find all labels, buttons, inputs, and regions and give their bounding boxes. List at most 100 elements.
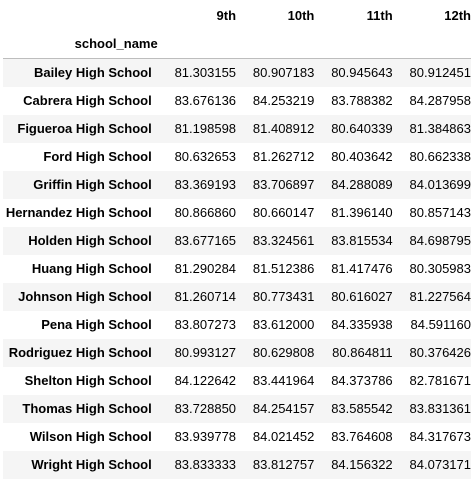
table-cell-9th: 80.993127: [174, 345, 237, 360]
table-cell-10th: 81.408912: [252, 121, 315, 136]
table-cell-9th: 81.303155: [157, 58, 237, 87]
table-cell-9th: 83.728850: [174, 401, 237, 416]
table-cell-12th: 84.591160: [410, 317, 471, 332]
table-row: Rodriguez High School 80.993127 80.629808 8…: [3, 339, 471, 367]
row-label-school-name: Bailey High School: [3, 58, 158, 87]
table-row: Thomas High School 83.728850 84.254157 83.5…: [3, 395, 471, 423]
index-row-blank: [314, 30, 392, 59]
table-cell-11th: 84.156322: [331, 457, 393, 472]
table-row: Wright High School 83.833333 83.812757 84.1…: [3, 451, 471, 479]
table-row: Shelton High School 84.122642 83.441964 84.…: [3, 367, 471, 395]
table-cell-9th: 83.677165: [174, 233, 237, 248]
index-row-blank: [236, 30, 314, 59]
table-cell-11th: 80.864811: [332, 345, 393, 360]
table-row: Pena High School 83.807273 83.612000 84.335…: [3, 311, 471, 339]
table-cell-12th: 83.831361: [409, 401, 471, 416]
row-label-school-name: Griffin High School: [33, 177, 152, 192]
dataframe-table: 9th 10th 11th 12th school_name Bailey Hi…: [3, 2, 471, 479]
table-cell-10th: 81.262712: [252, 149, 315, 164]
row-label-school-name: Holden High School: [28, 233, 152, 248]
table-cell-10th: 80.660147: [252, 205, 315, 220]
table-cell-11th: 83.764608: [331, 429, 393, 444]
table-row: Cabrera High School 83.676136 84.253219 83.…: [3, 87, 471, 115]
table-cell-9th: 81.260714: [174, 289, 237, 304]
table-cell-9th: 83.939778: [174, 429, 237, 444]
index-name-label: school_name: [74, 36, 158, 51]
row-label-school-name: Johnson High School: [18, 289, 152, 304]
row-label-school-name: Ford High School: [43, 149, 152, 164]
column-header-11th: 11th: [366, 8, 393, 23]
table-cell-12th: 80.376426: [409, 345, 471, 360]
row-label-school-name: Hernandez High School: [5, 205, 152, 220]
table-cell-10th: 83.441964: [252, 373, 315, 388]
table-row: Huang High School 81.290284 81.512386 81.41…: [3, 255, 471, 283]
table-cell-10th: 84.254157: [252, 401, 315, 416]
table-cell-9th: 80.866860: [174, 205, 237, 220]
table-cell-10th: 83.812757: [252, 457, 315, 472]
table-row: Figueroa High School 81.198598 81.408912 80…: [3, 115, 471, 143]
row-label-school-name: Figueroa High School: [17, 121, 152, 136]
table-row: Holden High School 83.677165 83.324561 83.8…: [3, 227, 471, 255]
table-cell-12th: 80.662338: [409, 149, 471, 164]
table-cell-10th: 80.773431: [252, 289, 315, 304]
table-body: Bailey High School 81.303155 80.907183 80.9…: [3, 58, 471, 479]
table-cell-11th: 80.616027: [331, 289, 393, 304]
row-label-school-name: Shelton High School: [24, 373, 152, 388]
index-row-blank: [393, 30, 471, 59]
table-header: 9th 10th 11th 12th school_name: [3, 2, 471, 59]
table-row: Wilson High School 83.939778 84.021452 83.7…: [3, 423, 471, 451]
table-cell-10th: 83.324561: [252, 233, 315, 248]
table-cell-12th: 80.857143: [409, 205, 471, 220]
column-header-9th: 9th: [216, 8, 237, 23]
table-cell-12th: 84.317673: [409, 429, 471, 444]
table-cell-9th: 80.632653: [174, 149, 237, 164]
table-cell-10th: 83.612000: [252, 317, 315, 332]
table-cell-12th: 84.698795: [409, 233, 471, 248]
table-cell-10th: 81.512386: [252, 261, 315, 276]
table-cell-9th: 84.122642: [174, 373, 237, 388]
table-row: Hernandez High School 80.866860 80.660147 8…: [3, 199, 471, 227]
column-header-row: 9th 10th 11th 12th: [3, 2, 471, 30]
table-cell-10th: 80.907183: [236, 58, 315, 87]
table-cell-9th: 83.369193: [174, 177, 237, 192]
index-name-row: school_name: [3, 30, 471, 59]
row-label-school-name: Cabrera High School: [23, 93, 152, 108]
table-cell-11th: 83.788382: [331, 93, 393, 108]
table-cell-9th: 83.807273: [174, 317, 237, 332]
header-corner: [3, 2, 158, 30]
table-cell-9th: 83.676136: [174, 93, 237, 108]
table-row: Bailey High School 81.303155 80.907183 80.9…: [3, 58, 471, 87]
table-cell-11th: 84.288089: [331, 177, 393, 192]
table-cell-11th: 80.640339: [331, 121, 393, 136]
table-row: Ford High School 80.632653 81.262712 80.403…: [3, 143, 471, 171]
row-label-school-name: Pena High School: [41, 317, 152, 332]
table-cell-10th: 80.629808: [252, 345, 315, 360]
table-cell-10th: 83.706897: [252, 177, 315, 192]
table-cell-11th: 80.403642: [331, 149, 393, 164]
column-header-10th: 10th: [287, 8, 315, 23]
table-cell-9th: 81.198598: [174, 121, 237, 136]
table-cell-11th: 83.815534: [331, 233, 393, 248]
table-cell-11th: 81.396140: [331, 205, 393, 220]
table-cell-11th: 80.945643: [314, 58, 393, 87]
index-row-blank: [158, 30, 236, 59]
table-cell-12th: 81.384863: [409, 121, 471, 136]
table-cell-12th: 84.073171: [409, 457, 471, 472]
row-label-school-name: Wilson High School: [29, 429, 152, 444]
table-row: Griffin High School 83.369193 83.706897 84.…: [3, 171, 471, 199]
row-label-school-name: Wright High School: [31, 457, 152, 472]
table-cell-11th: 84.335938: [331, 317, 393, 332]
table-cell-11th: 84.373786: [331, 373, 393, 388]
table-cell-12th: 84.013699: [409, 177, 471, 192]
table-cell-11th: 81.417476: [331, 261, 393, 276]
table-cell-9th: 83.833333: [174, 457, 237, 472]
table-cell-12th: 82.781671: [409, 373, 471, 388]
table-cell-11th: 83.585542: [331, 401, 393, 416]
column-header-12th: 12th: [444, 8, 471, 23]
table-cell-9th: 81.290284: [174, 261, 237, 276]
row-label-school-name: Rodriguez High School: [8, 345, 152, 360]
row-label-school-name: Huang High School: [31, 261, 152, 276]
table-cell-12th: 81.227564: [409, 289, 471, 304]
table-cell-12th: 84.287958: [409, 93, 471, 108]
row-label-school-name: Thomas High School: [22, 401, 152, 416]
